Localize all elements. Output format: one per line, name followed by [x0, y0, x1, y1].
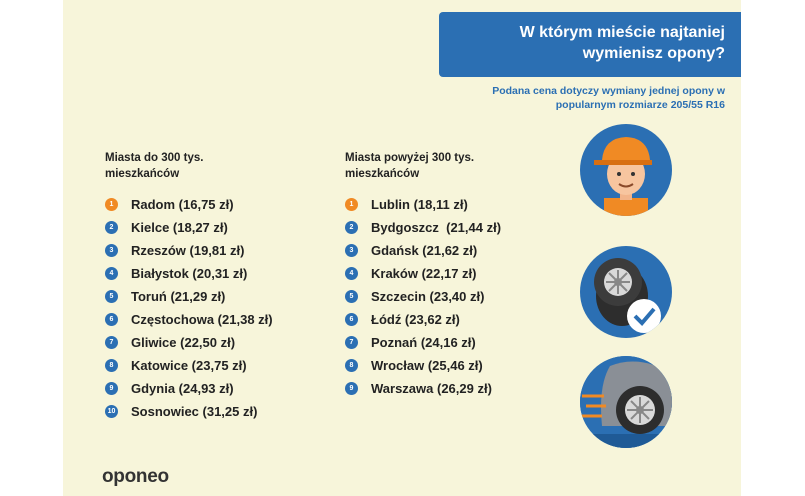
rank-badge: 5 [105, 290, 118, 303]
rank-badge: 1 [105, 198, 118, 211]
rank-badge: 7 [105, 336, 118, 349]
city-price: Warszawa (26,29 zł) [371, 381, 492, 396]
right-city-list: 1 Lublin (18,11 zł) 2 Bydgoszcz (21,44 zł) 3… [345, 193, 501, 400]
list-item: 10 Sosnowiec (31,25 zł) [105, 400, 273, 423]
list-item: 7 Poznań (24,16 zł) [345, 331, 501, 354]
city-price: Kraków (22,17 zł) [371, 266, 477, 281]
rank-badge: 7 [345, 336, 358, 349]
rank-badge: 3 [345, 244, 358, 257]
city-price: Sosnowiec (31,25 zł) [131, 404, 258, 419]
rank-badge: 8 [345, 359, 358, 372]
city-price: Lublin (18,11 zł) [371, 197, 468, 212]
oponeo-logo: oponeo [102, 466, 169, 487]
rank-badge: 4 [345, 267, 358, 280]
city-price: Łódź (23,62 zł) [371, 312, 460, 327]
city-price: Poznań (24,16 zł) [371, 335, 476, 350]
rank-badge: 8 [105, 359, 118, 372]
rank-badge: 3 [105, 244, 118, 257]
list-item: 3 Gdańsk (21,62 zł) [345, 239, 501, 262]
rank-badge: 2 [105, 221, 118, 234]
mechanic-icon [580, 124, 672, 216]
city-price: Bydgoszcz (21,44 zł) [371, 220, 502, 235]
list-item: 2 Kielce (18,27 zł) [105, 216, 273, 239]
city-price: Gdynia (24,93 zł) [131, 381, 234, 396]
city-price: Toruń (21,29 zł) [131, 289, 226, 304]
rank-badge: 10 [105, 405, 118, 418]
list-item: 8 Katowice (23,75 zł) [105, 354, 273, 377]
city-price: Kielce (18,27 zł) [131, 220, 228, 235]
rank-badge: 6 [345, 313, 358, 326]
page-title: W którym mieście najtaniej wymienisz opo… [519, 24, 725, 62]
list-item: 1 Radom (16,75 zł) [105, 193, 273, 216]
list-item: 8 Wrocław (25,46 zł) [345, 354, 501, 377]
city-price: Szczecin (23,40 zł) [371, 289, 485, 304]
rank-badge: 5 [345, 290, 358, 303]
header-banner: W którym mieście najtaniej wymienisz opo… [439, 12, 741, 77]
list-item: 6 Częstochowa (21,38 zł) [105, 308, 273, 331]
rank-badge: 9 [105, 382, 118, 395]
left-column-heading: Miasta do 300 tys. mieszkańców [105, 152, 204, 180]
list-item: 2 Bydgoszcz (21,44 zł) [345, 216, 501, 239]
list-item: 7 Gliwice (22,50 zł) [105, 331, 273, 354]
rank-badge: 2 [345, 221, 358, 234]
page-subtitle: Podana cena dotyczy wymiany jednej opony… [492, 85, 725, 111]
left-city-list: 1 Radom (16,75 zł) 2 Kielce (18,27 zł) 3 Rzes… [105, 193, 273, 423]
list-item: 5 Szczecin (23,40 zł) [345, 285, 501, 308]
rank-badge: 1 [345, 198, 358, 211]
list-item: 9 Warszawa (26,29 zł) [345, 377, 501, 400]
list-item: 4 Kraków (22,17 zł) [345, 262, 501, 285]
car-wheel-icon [580, 356, 672, 448]
tire-check-icon [580, 246, 672, 338]
city-price: Wrocław (25,46 zł) [371, 358, 483, 373]
rank-badge: 9 [345, 382, 358, 395]
rank-badge: 6 [105, 313, 118, 326]
list-item: 9 Gdynia (24,93 zł) [105, 377, 273, 400]
rank-badge: 4 [105, 267, 118, 280]
right-column-heading: Miasta powyżej 300 tys. mieszkańców [345, 152, 475, 180]
city-price: Białystok (20,31 zł) [131, 266, 248, 281]
city-price: Radom (16,75 zł) [131, 197, 234, 212]
city-price: Gdańsk (21,62 zł) [371, 243, 478, 258]
list-item: 3 Rzeszów (19,81 zł) [105, 239, 273, 262]
city-price: Gliwice (22,50 zł) [131, 335, 236, 350]
list-item: 5 Toruń (21,29 zł) [105, 285, 273, 308]
list-item: 1 Lublin (18,11 zł) [345, 193, 501, 216]
city-price: Częstochowa (21,38 zł) [131, 312, 273, 327]
city-price: Rzeszów (19,81 zł) [131, 243, 245, 258]
list-item: 4 Białystok (20,31 zł) [105, 262, 273, 285]
city-price: Katowice (23,75 zł) [131, 358, 247, 373]
list-item: 6 Łódź (23,62 zł) [345, 308, 501, 331]
